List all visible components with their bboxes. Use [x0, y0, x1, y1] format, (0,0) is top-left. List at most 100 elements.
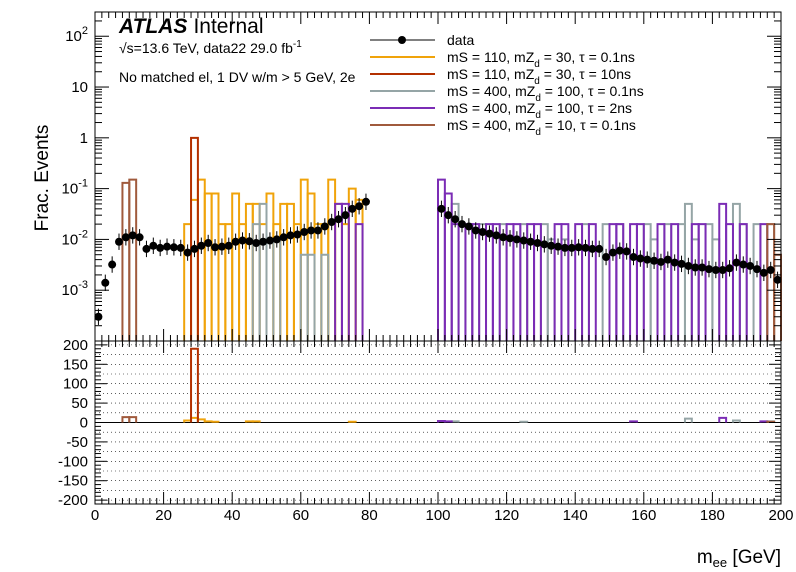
data-point [650, 256, 659, 265]
ratio-histograms [121, 347, 776, 423]
y-tick-label: 10-1 [62, 178, 88, 198]
data-point [691, 263, 700, 272]
ratio-bin [244, 420, 254, 423]
data-point [190, 244, 199, 253]
data-point [574, 243, 583, 252]
data-point [746, 261, 755, 270]
data-point [327, 218, 336, 227]
data-point [265, 236, 274, 245]
signal-bin [306, 253, 316, 341]
data-point [547, 241, 556, 250]
ratio-bin [443, 420, 453, 423]
data-point [135, 233, 144, 242]
axis-ticks: 0 20 40 60 80 100 120 140 160 180 20010-310-210-11… [58, 11, 794, 524]
ratio-y-tick-label: -50 [66, 434, 88, 451]
ratio-bin [203, 420, 213, 423]
data-point [348, 204, 357, 213]
data-point [684, 261, 693, 270]
x-tick-label: 40 [224, 507, 241, 524]
data-point [732, 258, 741, 267]
data-point [115, 237, 124, 246]
y-axis-title: Frac. Events [32, 125, 53, 232]
x-tick-label: 160 [631, 507, 656, 524]
energy-lumi-label: √s=13.6 TeV, data22 29.0 fb-1 [119, 39, 302, 56]
signal-bin [320, 253, 330, 341]
signal-bin [533, 223, 542, 341]
data-point [128, 231, 137, 240]
data-point [183, 248, 192, 257]
legend-data-marker [398, 36, 406, 44]
ratio-bin [519, 420, 529, 423]
data-point [458, 220, 467, 229]
ratio-y-tick-label: 50 [71, 395, 88, 412]
data-point [773, 275, 782, 284]
data-point [554, 242, 563, 251]
data-point [286, 231, 295, 240]
data-point [567, 243, 576, 252]
x-axis-title: mee [GeV] [697, 547, 781, 570]
data-point [622, 247, 631, 256]
ratio-bin [629, 420, 638, 423]
data-point [526, 237, 535, 246]
data-point [752, 265, 761, 274]
ratio-bin [251, 420, 261, 423]
data-point [169, 243, 178, 252]
data-point [272, 235, 281, 244]
data-point [224, 241, 233, 250]
data-point [698, 263, 707, 272]
data-point [211, 243, 220, 252]
data-point [334, 215, 343, 224]
signal-bin [615, 223, 625, 341]
legend-label: mS = 400, mZd = 100, τ = 2ns [447, 100, 632, 121]
data-point [464, 222, 473, 231]
data-point [217, 242, 226, 251]
data-point [519, 236, 528, 245]
ratio-bin [759, 420, 769, 423]
x-tick-label: 200 [768, 507, 793, 524]
signal-bin [725, 223, 734, 341]
data-point [533, 238, 542, 247]
data-point [595, 244, 604, 253]
data-point [307, 226, 316, 235]
data-point [121, 233, 130, 242]
data-point [588, 244, 597, 253]
data-point [101, 278, 110, 287]
x-tick-label: 120 [494, 507, 519, 524]
legend-label: mS = 110, mZd = 30, τ = 10ns [447, 66, 631, 87]
data-point [581, 243, 590, 252]
ratio-y-tick-label: -150 [58, 473, 88, 490]
ratio-bin [210, 420, 220, 423]
y-tick-label: 10-3 [62, 279, 88, 299]
data-point [492, 231, 501, 240]
data-point [478, 227, 487, 236]
data-point [197, 241, 206, 250]
data-point [485, 229, 494, 238]
signal-bin [258, 202, 268, 341]
data-point [739, 260, 748, 269]
x-tick-label: 20 [155, 507, 172, 524]
y-tick-label: 10 [71, 79, 88, 96]
data-point [313, 226, 322, 235]
data-point [506, 234, 515, 243]
data-point [602, 253, 611, 262]
x-tick-label: 80 [361, 507, 378, 524]
data-point [437, 204, 446, 213]
ratio-bin [450, 420, 460, 423]
signal-bin [190, 136, 199, 341]
data-point [259, 237, 268, 246]
atlas-experiment-label: ATLAS [118, 15, 187, 38]
ratio-y-tick-label: 0 [80, 415, 88, 432]
atlas-status-label: Internal [193, 15, 263, 38]
data-point [355, 202, 364, 211]
ratio-y-tick-label: 200 [63, 337, 88, 354]
ratio-bin [731, 419, 741, 423]
data-point [636, 254, 645, 263]
signal-bin [354, 223, 364, 341]
signal-bin [697, 223, 707, 341]
signal-bin [574, 223, 584, 341]
data-point [759, 268, 768, 277]
data-point [300, 227, 309, 236]
x-tick-label: 0 [91, 507, 99, 524]
